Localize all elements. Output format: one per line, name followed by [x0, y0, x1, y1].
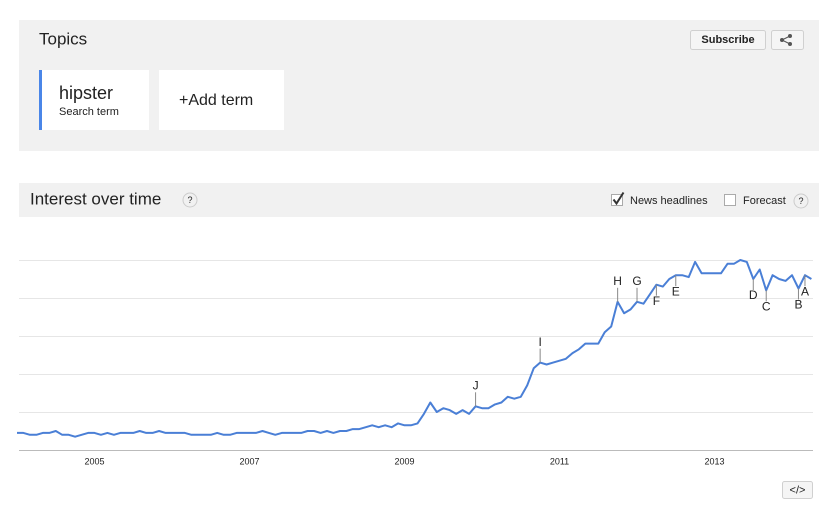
add-term-label: +Add term: [179, 92, 253, 109]
x-tick-label: 2007: [239, 456, 259, 466]
embed-button[interactable]: [782, 481, 813, 499]
forecast-label: Forecast: [743, 195, 786, 207]
forecast-help-label: ?: [798, 196, 803, 206]
help-label: ?: [187, 195, 192, 205]
add-term-card[interactable]: [159, 70, 284, 130]
share-icon: [780, 34, 792, 46]
chart: 2005 2007 2009 2011 2013 J I H GFE DC BA: [17, 259, 813, 466]
forecast-help-icon[interactable]: [793, 193, 809, 209]
trend-line: [17, 259, 812, 438]
x-tick-label: 2005: [84, 456, 104, 466]
checkmark: [612, 191, 625, 206]
annotation-label: A: [801, 284, 809, 298]
annotation-label: I: [538, 335, 541, 349]
x-tick-label: 2009: [394, 456, 414, 466]
term-sub: Search term: [59, 106, 119, 118]
annotation-label: E: [672, 284, 680, 298]
term-color-bar: [39, 70, 42, 130]
annotation-label: B: [794, 298, 802, 312]
interest-title: Interest over time: [30, 189, 161, 208]
annotation-label: J: [473, 378, 479, 392]
share-button[interactable]: [771, 30, 804, 50]
embed-label: </>: [790, 484, 806, 496]
term-card[interactable]: [39, 70, 149, 130]
forecast-checkbox[interactable]: [724, 194, 736, 206]
annotation-label: C: [762, 300, 771, 314]
help-icon[interactable]: [182, 192, 198, 208]
topics-panel: [19, 20, 819, 151]
news-label: News headlines: [630, 195, 708, 207]
subscribe-label: Subscribe: [701, 34, 754, 46]
term-name: hipster: [59, 83, 113, 103]
annotation-label: H: [613, 274, 622, 288]
annotation-label: G: [632, 274, 641, 288]
news-checkbox[interactable]: [611, 194, 623, 206]
annotation-label: F: [653, 294, 660, 308]
topics-title: Topics: [39, 29, 87, 48]
x-tick-label: 2013: [705, 456, 725, 466]
interest-header: [19, 183, 819, 217]
annotation-label: D: [749, 288, 758, 302]
x-tick-label: 2011: [550, 456, 569, 466]
subscribe-button[interactable]: [690, 30, 766, 50]
